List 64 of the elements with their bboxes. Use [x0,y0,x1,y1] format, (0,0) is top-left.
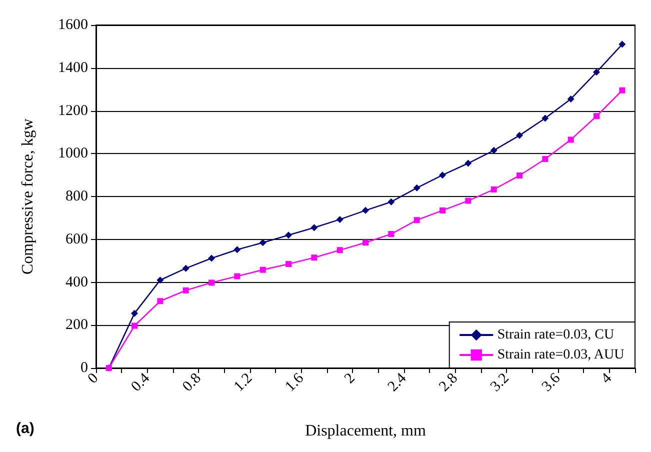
point [414,217,420,224]
point [465,198,472,204]
point [567,95,574,102]
x-tick-label: 1.6 [282,370,308,395]
point [157,298,164,304]
text: (a) [16,420,34,437]
legend-label: Strain rate=0.03, AUU [497,348,624,362]
point [490,186,497,192]
x-tick-label: 0 [85,370,102,387]
y-axis-title: Compressive force, kgw [20,118,36,274]
point [234,273,240,280]
x-tick-label: 3.2 [488,370,512,395]
point [336,216,344,223]
point [542,114,549,122]
point [260,266,266,273]
y-tick-label: 1000 [58,146,88,162]
point [310,224,318,232]
x-tick-label: 0.4 [128,370,154,395]
x-tick-label: 1.2 [231,370,256,395]
x-tick-label: 2.8 [436,370,461,395]
y-tick-label: 400 [66,274,88,290]
y-tick-label: 1400 [58,60,88,76]
x-tick-label: 3.6 [539,370,564,395]
point [182,287,189,294]
point [388,231,394,238]
point [568,136,574,143]
point [413,184,420,192]
y-tick-label: 200 [66,317,88,334]
point [542,156,548,162]
point [516,132,523,139]
point [132,322,138,329]
point [388,198,395,206]
x-tick-label: 4 [598,370,616,387]
point [208,280,214,286]
point [362,206,369,214]
point [285,232,292,239]
point [156,276,164,284]
point [259,239,266,246]
point [618,40,626,48]
point [490,146,498,154]
point [182,264,190,272]
x-tick-label: 0.8 [180,370,204,395]
point [439,172,446,179]
y-tick-label: 1200 [58,102,88,119]
point [336,247,343,254]
point [594,113,600,120]
point [131,310,138,317]
y-tick-label: 1600 [58,17,88,33]
point [619,87,626,94]
x-axis-title: Displacement, mm [305,422,426,440]
y-tick-label: 800 [66,188,88,204]
point [208,254,215,262]
point [440,207,446,214]
point [311,254,318,261]
point [362,240,368,246]
legend-label: Strain rate=0.03, CU [497,328,614,342]
point [234,246,241,254]
y-tick-label: 600 [66,231,88,248]
x-tick-label: 2 [342,370,358,387]
point [516,172,522,178]
point [464,160,472,167]
point [593,68,600,76]
point [286,261,292,268]
x-tick-label: 2.4 [385,370,410,395]
